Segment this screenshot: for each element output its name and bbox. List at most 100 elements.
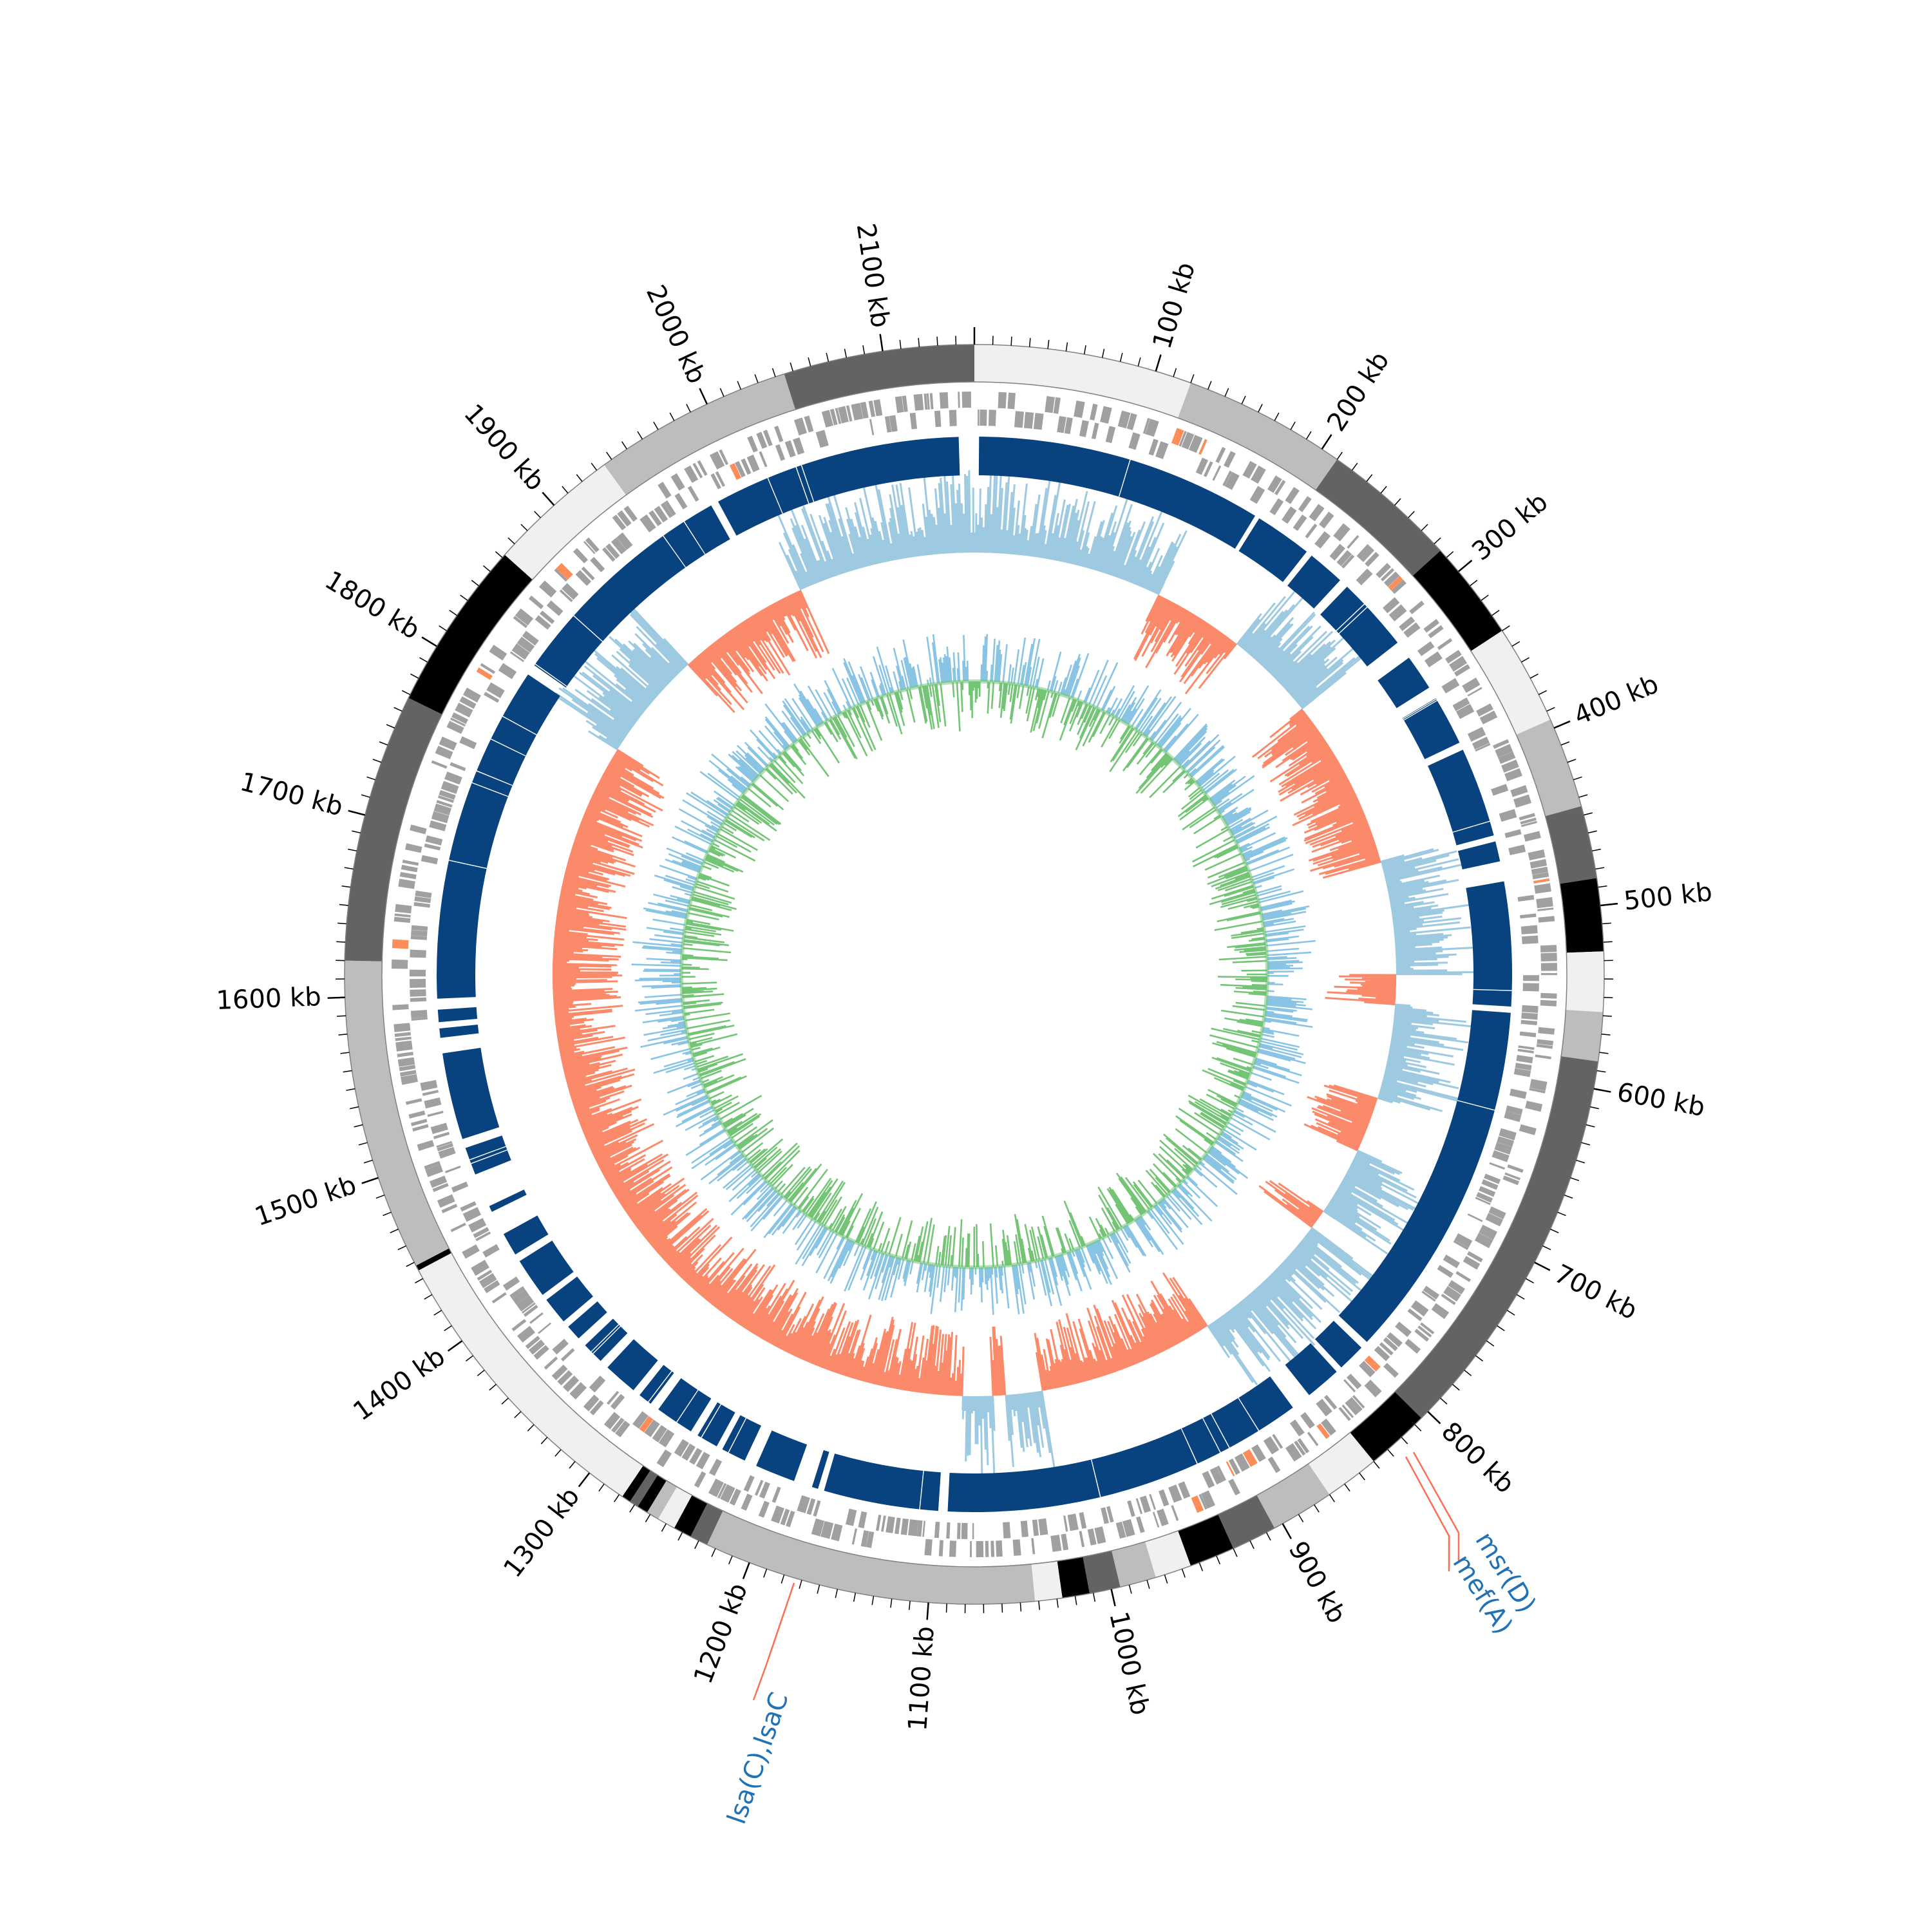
minor-tick [1249,1540,1255,1549]
gc-content-base-6 [1377,1004,1410,1103]
cds-feature [709,1459,723,1476]
cds-feature [431,811,450,824]
cds-feature [408,1110,426,1119]
cds-feature [1347,1374,1362,1390]
minor-tick [1408,511,1415,518]
minor-tick [343,1070,352,1073]
blast-hit-segment-5 [1403,698,1460,759]
cds-feature [400,1070,417,1077]
gc-content-base-8 [1323,1150,1371,1220]
blast-gap [1238,1397,1260,1431]
cds-feature [1316,1399,1332,1417]
minor-tick [527,1424,535,1432]
contig-segment-34 [408,554,533,715]
cds-feature [1319,511,1334,529]
cds-feature [462,1207,482,1222]
minor-tick [1101,348,1105,358]
cds-feature [934,1521,940,1539]
cds-feature [780,1508,790,1526]
blast-hit-segment-18 [658,1378,712,1432]
cds-feature [1407,1308,1423,1321]
cds-feature [562,583,579,600]
major-tick [1534,1262,1551,1271]
tick-label-1600: 1600 kb [216,982,322,1016]
cds-feature [804,415,814,433]
cds-feature [424,843,441,851]
cds-feature [522,630,539,646]
cds-feature [432,1182,449,1192]
cds-feature [1519,813,1535,820]
minor-tick [424,1294,433,1300]
cds-feature [1053,397,1061,414]
cds-feature [1498,751,1516,764]
cds-feature [1417,1325,1432,1338]
cds-feature [1510,1088,1527,1099]
cds-feature [1203,461,1213,477]
cds-feature [1159,1489,1170,1507]
cds-feature [1343,1379,1356,1393]
cds-feature [747,435,758,453]
cds-feature [1420,1322,1435,1334]
minor-tick [507,537,515,545]
minor-tick [348,848,357,852]
cds-feature [1379,1342,1394,1356]
minor-tick [598,1483,605,1492]
cds-feature [451,1181,469,1193]
cds-feature [1282,506,1297,524]
cds-feature [846,1508,857,1526]
cds-feature [835,408,842,424]
cds-feature [459,736,477,750]
cds-feature [1336,550,1352,567]
cds-feature [511,643,530,660]
cds-feature [1032,1519,1039,1537]
cds-feature [674,493,688,509]
cds-feature [1399,616,1416,631]
blast-gap [1376,655,1408,679]
cds-feature [1383,1337,1398,1351]
cds-feature [573,548,588,564]
cds-feature [858,1511,867,1529]
cds-feature [1374,1346,1390,1361]
cds-feature [392,1004,409,1010]
cds-feature [429,820,447,831]
major-tick [879,334,884,352]
minor-tick [350,1106,359,1110]
gc-content-base-18 [795,538,974,590]
cds-feature [1532,872,1549,880]
cds-feature [1452,697,1470,712]
cds-feature [1437,1265,1454,1278]
cds-feature [1529,1088,1546,1094]
cds-feature [491,1292,507,1303]
cds-feature [1507,1164,1524,1173]
cds-feature [1467,687,1482,697]
minor-tick [853,1593,857,1602]
contig-segment-23 [674,1495,708,1537]
major-tick [447,1340,463,1352]
minor-tick [1394,498,1401,506]
minor-tick [1587,830,1597,834]
minor-tick [1056,1598,1059,1608]
cds-feature [1518,1045,1535,1050]
cds-feature [1267,475,1282,493]
gc-content-base-9 [1300,1204,1323,1228]
contig-segment-30 [418,1253,638,1493]
cds-feature [1520,913,1537,919]
minor-tick [1065,342,1068,352]
tick-label-1900: 1900 kb [458,399,550,497]
minor-tick [1481,594,1489,601]
cds-feature [632,1411,649,1429]
minor-tick [540,1437,548,1444]
minor-tick [1530,673,1539,679]
cds-feature [462,1244,480,1259]
cds-feature [1536,897,1553,909]
cds-feature [410,824,427,835]
cds-feature [1494,1142,1512,1155]
cds-feature [1524,831,1541,842]
cds-feature [1437,638,1453,650]
cds-feature [958,392,960,408]
cds-feature [1383,597,1400,614]
cds-feature [970,1541,972,1558]
blast-gap [1403,700,1437,721]
minor-tick [401,690,411,696]
minor-tick [817,1584,820,1594]
